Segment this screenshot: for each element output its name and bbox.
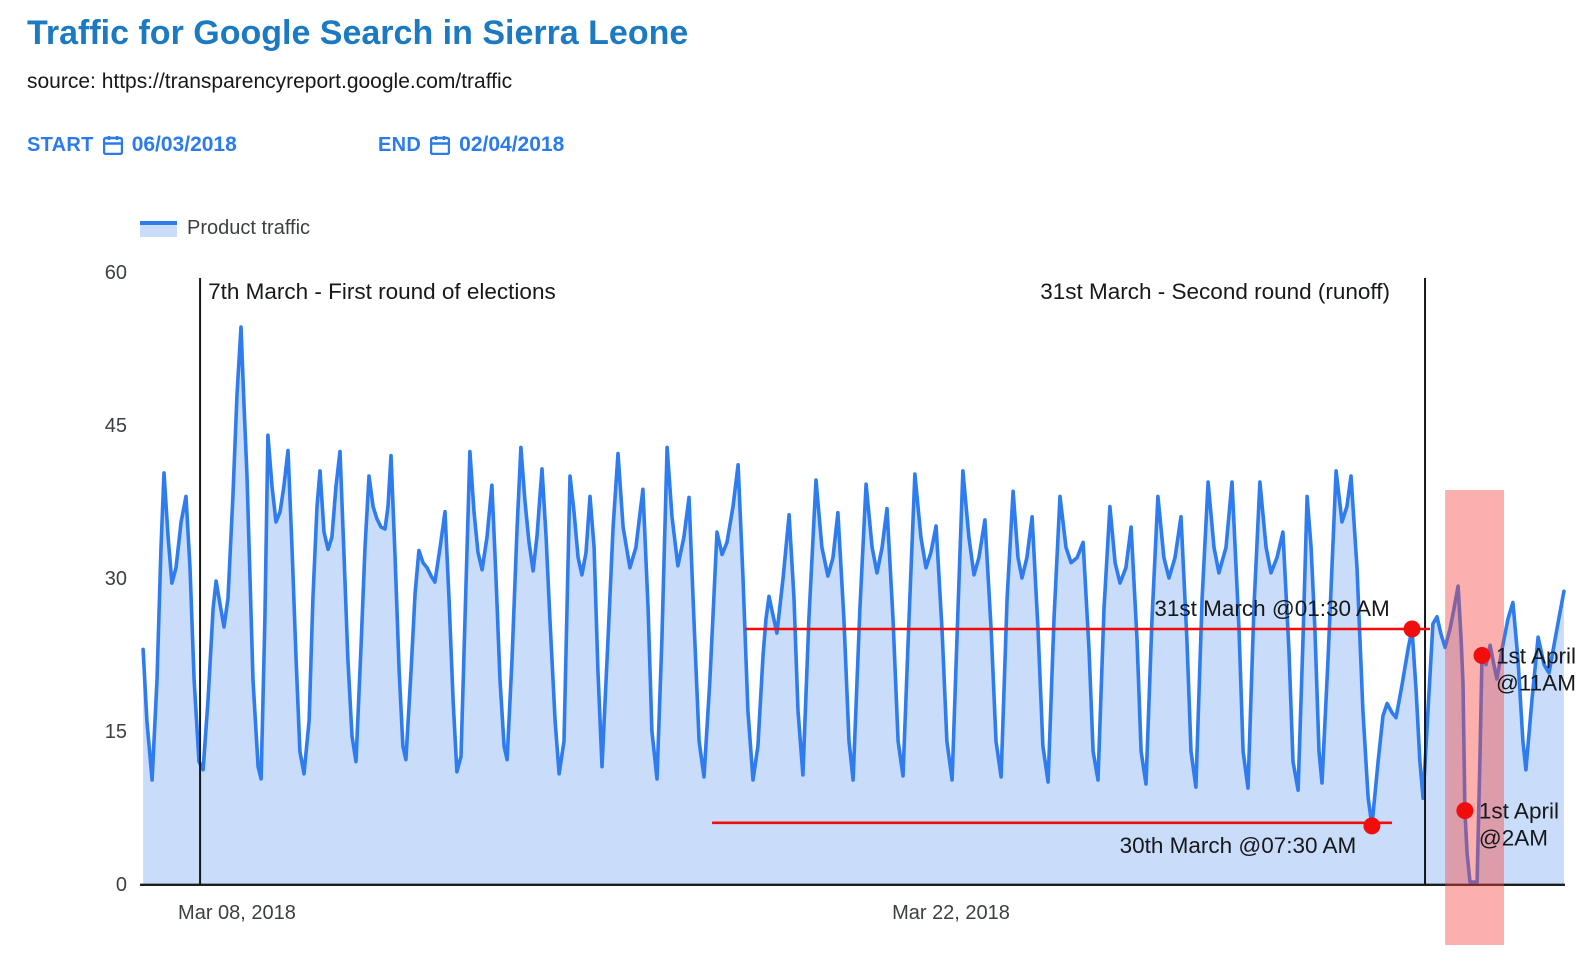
x-tick-label: Mar 22, 2018 [892, 902, 1010, 924]
marker-dot [1456, 802, 1474, 820]
x-tick-label: Mar 08, 2018 [178, 902, 296, 924]
end-label: END [378, 133, 422, 156]
y-tick-label: 30 [105, 568, 127, 590]
start-date-value[interactable]: 06/03/2018 [131, 133, 237, 156]
threshold-line-label: 31st March @01:30 AM [1154, 596, 1389, 621]
page-title: Traffic for Google Search in Sierra Leon… [27, 14, 689, 52]
calendar-icon[interactable] [102, 135, 123, 156]
traffic-line [141, 325, 1566, 884]
start-date-control[interactable]: START 06/03/2018 [27, 133, 237, 157]
event-line-label: 31st March - Second round (runoff) [1040, 279, 1390, 304]
start-label: START [27, 133, 94, 156]
marker-dot [1363, 817, 1381, 835]
y-tick-label: 60 [105, 262, 127, 284]
marker-dot [1403, 620, 1421, 638]
event-line-label: 7th March - First round of elections [208, 279, 556, 304]
highlight-band [1445, 490, 1504, 945]
marker-label: 1st April [1496, 644, 1576, 669]
marker-label: 1st April [1479, 799, 1559, 824]
legend: Product traffic [140, 217, 310, 240]
traffic-area [143, 327, 1564, 885]
end-date-value[interactable]: 02/04/2018 [459, 133, 565, 156]
y-tick-label: 45 [105, 415, 127, 437]
marker-label: @2AM [1479, 826, 1548, 851]
marker-label: @11AM [1496, 671, 1576, 696]
legend-label: Product traffic [187, 217, 311, 239]
calendar-icon[interactable] [429, 135, 451, 156]
source-line: source: https://transparencyreport.googl… [27, 70, 513, 93]
y-tick-label: 0 [116, 874, 127, 896]
threshold-line-label: 30th March @07:30 AM [1120, 833, 1357, 858]
end-date-control[interactable]: END 02/04/2018 [378, 133, 564, 157]
legend-swatch [140, 220, 177, 237]
y-tick-label: 15 [105, 721, 127, 743]
marker-dot [1473, 647, 1491, 664]
